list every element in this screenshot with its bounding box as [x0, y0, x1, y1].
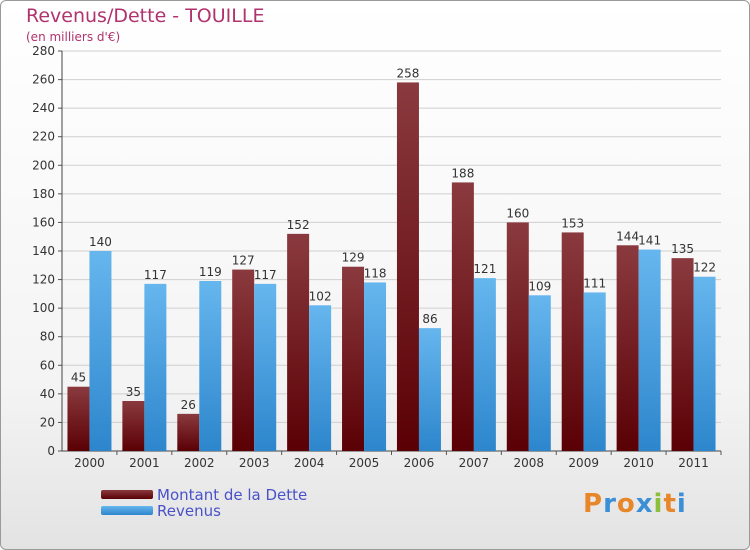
bar-debt: [177, 413, 200, 451]
data-label-revenus: 117: [254, 268, 277, 282]
data-label-debt: 127: [232, 254, 255, 268]
data-label-revenus: 122: [693, 261, 716, 275]
data-label-revenus: 109: [528, 279, 551, 293]
data-label-debt: 45: [71, 371, 86, 385]
x-tick-label: 2002: [184, 456, 215, 470]
logo-letter: i: [653, 489, 664, 519]
x-tick-label: 2001: [129, 456, 160, 470]
logo-letter: i: [676, 489, 687, 519]
bar-revenus: [638, 249, 661, 451]
y-tick-label: 220: [32, 130, 55, 144]
y-tick-label: 120: [32, 273, 55, 287]
y-tick-label: 280: [32, 44, 55, 58]
bar-revenus: [309, 305, 332, 451]
x-tick-label: 2006: [404, 456, 435, 470]
x-tick-label: 2000: [74, 456, 105, 470]
y-tick-label: 140: [32, 244, 55, 258]
y-tick-label: 100: [32, 301, 55, 315]
data-label-revenus: 111: [583, 276, 606, 290]
bar-debt: [122, 401, 145, 451]
data-label-debt: 26: [181, 398, 196, 412]
legend-swatch-revenus: [101, 506, 153, 515]
data-label-debt: 153: [561, 216, 584, 230]
data-label-debt: 152: [287, 218, 310, 232]
data-label-revenus: 141: [638, 234, 661, 248]
y-tick-label: 80: [40, 330, 55, 344]
legend-swatch-debt: [101, 490, 153, 499]
data-label-debt: 258: [397, 66, 420, 80]
y-tick-label: 40: [40, 387, 55, 401]
data-label-revenus: 102: [309, 289, 332, 303]
legend-label-revenus: Revenus: [157, 502, 221, 520]
bar-debt: [561, 232, 584, 451]
proxiti-logo: Proxiti: [583, 489, 687, 519]
bar-revenus: [693, 276, 716, 451]
x-tick-label: 2003: [239, 456, 270, 470]
bar-debt: [342, 266, 365, 451]
x-tick-label: 2007: [459, 456, 490, 470]
y-tick-label: 160: [32, 215, 55, 229]
bar-revenus: [364, 282, 387, 451]
chart-subtitle: (en milliers d'€): [26, 30, 121, 44]
bar-revenus: [144, 283, 167, 451]
y-tick-label: 0: [47, 444, 55, 458]
data-label-debt: 35: [126, 385, 141, 399]
data-label-debt: 144: [616, 229, 639, 243]
x-tick-label: 2010: [623, 456, 654, 470]
y-tick-label: 20: [40, 415, 55, 429]
bar-debt: [287, 233, 310, 451]
data-label-revenus: 121: [473, 262, 496, 276]
y-tick-label: 60: [40, 358, 55, 372]
data-label-revenus: 117: [144, 268, 167, 282]
x-tick-label: 2005: [349, 456, 380, 470]
logo-letter: x: [635, 489, 654, 519]
bar-revenus: [528, 295, 551, 451]
x-tick-label: 2004: [294, 456, 325, 470]
x-tick-label: 2011: [678, 456, 709, 470]
chart-title: Revenus/Dette - TOUILLE: [26, 5, 265, 27]
logo-letter: r: [603, 489, 617, 519]
bar-debt: [232, 269, 255, 451]
y-tick-label: 180: [32, 187, 55, 201]
bar-debt: [506, 222, 529, 451]
data-label-revenus: 86: [422, 312, 437, 326]
bar-debt: [671, 258, 694, 451]
bar-debt: [451, 182, 474, 451]
x-tick-label: 2008: [514, 456, 545, 470]
bar-revenus: [89, 251, 112, 451]
bar-revenus: [418, 328, 441, 451]
data-label-revenus: 140: [89, 235, 112, 249]
data-label-debt: 135: [671, 242, 694, 256]
data-label-debt: 188: [451, 166, 474, 180]
x-tick-label: 2009: [568, 456, 599, 470]
bar-debt: [616, 245, 639, 451]
bar-revenus: [254, 283, 277, 451]
y-tick-label: 200: [32, 158, 55, 172]
logo-letter: P: [583, 489, 604, 519]
data-label-debt: 160: [506, 206, 529, 220]
y-tick-label: 240: [32, 101, 55, 115]
legend-label-debt: Montant de la Dette: [157, 486, 308, 504]
logo-letter: o: [616, 489, 636, 519]
bar-debt: [396, 82, 419, 451]
bar-revenus: [199, 281, 222, 451]
logo-letter: t: [663, 489, 677, 519]
data-label-debt: 129: [342, 251, 365, 265]
bar-debt: [67, 386, 90, 451]
bar-revenus: [473, 278, 496, 451]
bar-revenus: [583, 292, 606, 451]
data-label-revenus: 118: [364, 266, 387, 280]
data-label-revenus: 119: [199, 265, 222, 279]
y-tick-label: 260: [32, 73, 55, 87]
